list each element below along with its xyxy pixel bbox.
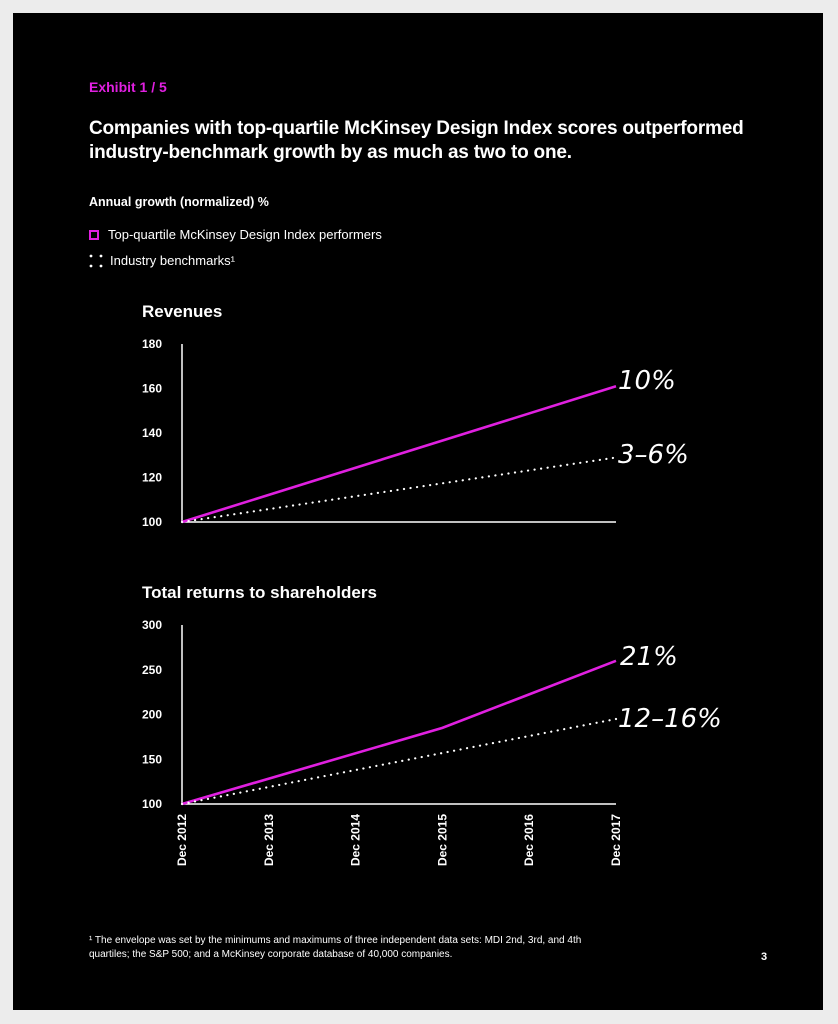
- legend-item-benchmark: Industry benchmarks¹: [89, 253, 235, 268]
- panel-1-y-tick-label: 120: [142, 471, 162, 485]
- panel-1-annotation: 3–6%: [618, 440, 689, 470]
- panel-2-y-tick-label: 250: [142, 663, 162, 677]
- panel-2-title: Total returns to shareholders: [142, 583, 377, 602]
- panel-2-x-tick-label: Dec 2015: [435, 814, 449, 866]
- panel-2-annotation: 12–16%: [618, 704, 722, 734]
- panel-2-x-tick-label: Dec 2014: [349, 814, 363, 866]
- exhibit-page: Exhibit 1 / 5 Companies with top-quartil…: [13, 13, 823, 1010]
- line-charts: Revenues 100 120 140 160 180 10% 3–6% Total retu…: [142, 302, 722, 866]
- panel-2-x-tick-label: Dec 2016: [522, 814, 536, 866]
- panel-1-y-tick-label: 100: [142, 515, 162, 529]
- panel-2-y-tick-label: 100: [142, 797, 162, 811]
- panel-2-y-tick-label: 200: [142, 708, 162, 722]
- headline: Companies with top-quartile McKinsey Des…: [89, 118, 744, 163]
- panel-2-benchmark-line: [180, 717, 618, 806]
- panel-2-y-tick-label: 300: [142, 618, 162, 632]
- panel-1-benchmark-line: [180, 456, 618, 524]
- y-axis-label: Annual growth (normalized) %: [89, 195, 269, 209]
- panel-1-y-tick-label: 140: [142, 426, 162, 440]
- legend-swatch-dotted-icon: [89, 254, 103, 267]
- legend-label-benchmark: Industry benchmarks¹: [110, 253, 235, 268]
- panel-1-top-quartile-line: [181, 385, 617, 524]
- page-number: 3: [761, 951, 768, 963]
- panel-2-top-quartile-line: [181, 659, 617, 806]
- panel-2-x-tick-label: Dec 2013: [262, 814, 276, 866]
- legend-item-top-quartile: Top-quartile McKinsey Design Index perfo…: [89, 227, 382, 242]
- footnote: ¹ The envelope was set by the minimums a…: [89, 935, 582, 960]
- panel-1-title: Revenues: [142, 302, 222, 321]
- panel-1-y-tick-label: 180: [142, 337, 162, 351]
- panel-1-annotation: 10%: [618, 366, 676, 396]
- panel-2-y-tick-label: 150: [142, 752, 162, 766]
- legend-label-top-quartile: Top-quartile McKinsey Design Index perfo…: [108, 227, 382, 242]
- panel-1-y-tick-label: 160: [142, 382, 162, 396]
- panel-2-x-tick-label: Dec 2017: [609, 814, 623, 866]
- exhibit-label: Exhibit 1 / 5: [89, 79, 167, 95]
- legend-swatch-solid-icon: [89, 229, 99, 240]
- panel-2-annotation: 21%: [620, 642, 678, 672]
- panel-2-x-tick-label: Dec 2012: [175, 814, 189, 866]
